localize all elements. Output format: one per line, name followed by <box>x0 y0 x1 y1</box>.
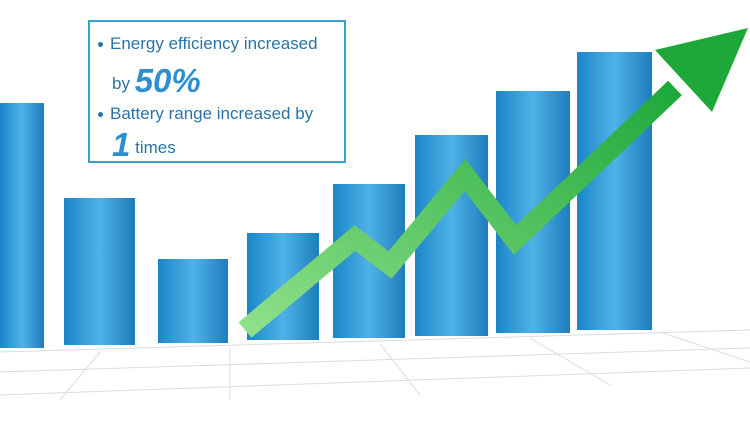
bullet-cont: by 50% <box>112 62 201 100</box>
bars <box>0 52 652 348</box>
bullet: Battery range increased by <box>98 104 313 124</box>
bar <box>577 52 652 330</box>
bullet-text: Battery range increased by <box>110 104 314 123</box>
arrow <box>238 28 748 338</box>
highlight: 50% <box>134 62 201 99</box>
bar <box>158 259 228 343</box>
bullet-text: by <box>112 74 130 93</box>
bar <box>0 103 44 348</box>
highlight: 1 <box>112 126 131 163</box>
bullet: Energy efficiency increased <box>98 34 318 54</box>
info-box: Energy efficiency increased by 50% Batte… <box>88 20 346 163</box>
bullet-text: Energy efficiency increased <box>110 34 318 53</box>
bar <box>64 198 135 345</box>
floor-grid <box>0 329 750 401</box>
bullet-text: times <box>135 138 176 157</box>
bullet-cont: 1 times <box>112 126 176 164</box>
